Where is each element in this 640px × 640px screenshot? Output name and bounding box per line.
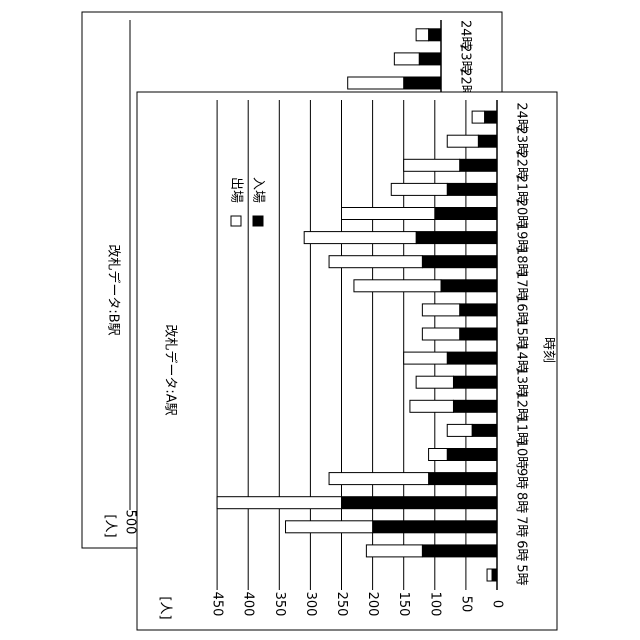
tick-label: 400 [241, 592, 256, 617]
tick-label: 250 [334, 592, 349, 617]
bar-segment [422, 256, 497, 268]
bar-segment [460, 159, 497, 171]
category-label: 6時 [514, 540, 529, 561]
category-label: 8時 [514, 492, 529, 513]
bar-segment [447, 135, 478, 147]
bar-segment [429, 29, 441, 41]
tick-label: 300 [303, 592, 318, 617]
bar-segment [304, 232, 416, 244]
bar-segment [447, 424, 472, 436]
bar-segment [419, 53, 441, 65]
tick-label: 0 [490, 600, 505, 608]
bar-segment [422, 328, 459, 340]
bar-segment [373, 521, 497, 533]
legend-swatch [231, 216, 241, 226]
bar-segment [342, 497, 498, 509]
bar-segment [348, 77, 404, 89]
bar-segment [404, 77, 441, 89]
bar-segment [478, 135, 497, 147]
chart-title: 改札データ:A駅 [163, 324, 179, 415]
bar-segment [404, 352, 448, 364]
bar-segment [472, 424, 497, 436]
bar-segment [441, 280, 497, 292]
legend-label: 入場 [251, 177, 266, 203]
bar-segment [354, 280, 441, 292]
bar-segment [435, 208, 497, 220]
bar-segment [416, 232, 497, 244]
bar-segment [404, 159, 460, 171]
category-label: 5時 [514, 564, 529, 585]
bar-segment [217, 497, 341, 509]
value-axis-label: [人] [158, 596, 173, 619]
category-label: 7時 [514, 516, 529, 537]
tick-label: 500 [123, 510, 138, 535]
bar-segment [342, 208, 435, 220]
bar-segment [422, 545, 497, 557]
bar-segment [453, 400, 497, 412]
bar-segment [429, 473, 497, 485]
bar-segment [453, 376, 497, 388]
category-label: 9時 [514, 468, 529, 489]
bar-segment [485, 111, 497, 123]
category-label: 24時 [514, 102, 529, 132]
bar-segment [487, 569, 492, 581]
tick-label: 450 [210, 592, 225, 617]
legend-swatch [253, 216, 263, 226]
tick-label: 50 [458, 596, 473, 613]
chart-title: 改札データ:B駅 [106, 244, 122, 335]
bar-segment [394, 53, 419, 65]
tick-label: 100 [427, 592, 442, 617]
bar-segment [447, 449, 497, 461]
legend-label: 出場 [229, 177, 244, 203]
bar-segment [460, 304, 497, 316]
tick-label: 350 [272, 592, 287, 617]
tick-label: 150 [396, 592, 411, 617]
bar-segment [410, 400, 454, 412]
value-axis-label: [人] [103, 514, 118, 537]
bar-segment [416, 376, 453, 388]
bar-segment [391, 183, 447, 195]
bar-segment [447, 183, 497, 195]
tick-label: 200 [365, 592, 380, 617]
figure: 500[人]改札データ:B駅22時23時24時出場入場 050100150200… [0, 0, 640, 640]
bar-segment [460, 328, 497, 340]
bar-segment [329, 473, 429, 485]
bar-segment [416, 29, 428, 41]
bar-segment [472, 111, 484, 123]
bar-segment [422, 304, 459, 316]
bar-segment [447, 352, 497, 364]
x-axis-label: 時刻 [541, 337, 556, 363]
bar-segment [429, 449, 448, 461]
bar-segment [366, 545, 422, 557]
bar-segment [329, 256, 422, 268]
bar-segment [286, 521, 373, 533]
category-label: 24時 [458, 20, 473, 50]
